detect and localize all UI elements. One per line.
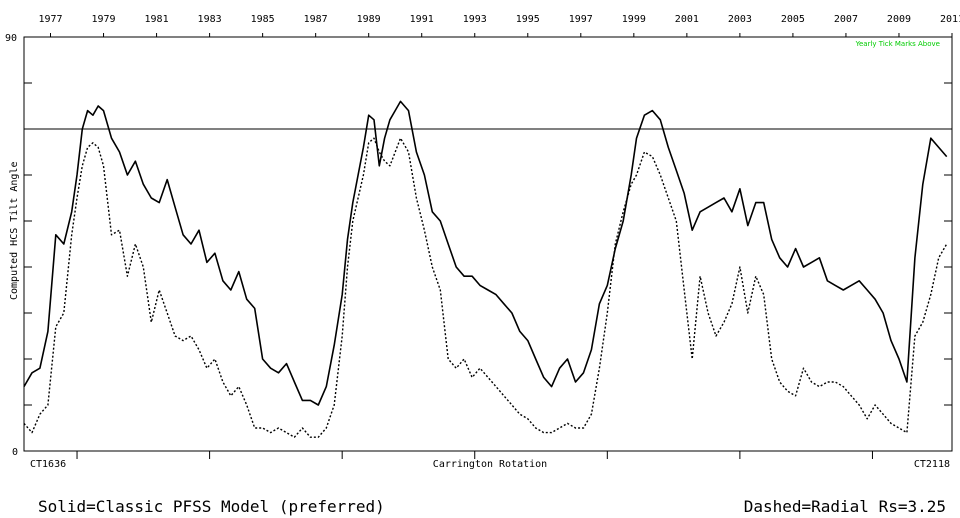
year-label-2011: 2011 (940, 14, 960, 25)
year-label-1999: 1999 (622, 14, 646, 25)
year-label-2003: 2003 (728, 14, 752, 25)
year-label-1995: 1995 (516, 14, 540, 25)
year-label-1993: 1993 (463, 14, 487, 25)
x-left-label: CT1636 (30, 459, 66, 470)
year-label-1991: 1991 (410, 14, 434, 25)
year-label-1981: 1981 (145, 14, 169, 25)
year-label-1989: 1989 (357, 14, 381, 25)
yearly-tick-note: Yearly Tick Marks Above (855, 40, 940, 48)
year-label-1977: 1977 (38, 14, 62, 25)
year-label-2001: 2001 (675, 14, 699, 25)
year-label-1985: 1985 (251, 14, 275, 25)
year-label-1983: 1983 (198, 14, 222, 25)
year-label-1997: 1997 (569, 14, 593, 25)
year-label-2009: 2009 (887, 14, 911, 25)
y-tick-90: 90 (5, 33, 17, 44)
solid-series-legend: Solid=Classic PFSS Model (preferred) (38, 497, 385, 516)
year-tick-labels: 1977 1979 1981 1983 1985 1987 1989 1991 1993 1995… (38, 14, 960, 37)
year-label-1987: 1987 (304, 14, 328, 25)
plot-frame (23, 36, 953, 452)
y-axis-label: Computed HCS Tilt Angle (9, 162, 20, 300)
axis-frame (23, 36, 953, 459)
y-tick-0: 0 (12, 447, 18, 458)
x-axis-label: Carrington Rotation (433, 459, 547, 470)
year-label-1979: 1979 (91, 14, 115, 25)
series-classic-pfss (23, 100, 948, 406)
x-right-label: CT2118 (914, 459, 950, 470)
series-layer (23, 100, 948, 438)
year-label-2005: 2005 (781, 14, 805, 25)
year-label-2007: 2007 (834, 14, 858, 25)
dashed-series-legend: Dashed=Radial Rs=3.25 (743, 497, 946, 516)
